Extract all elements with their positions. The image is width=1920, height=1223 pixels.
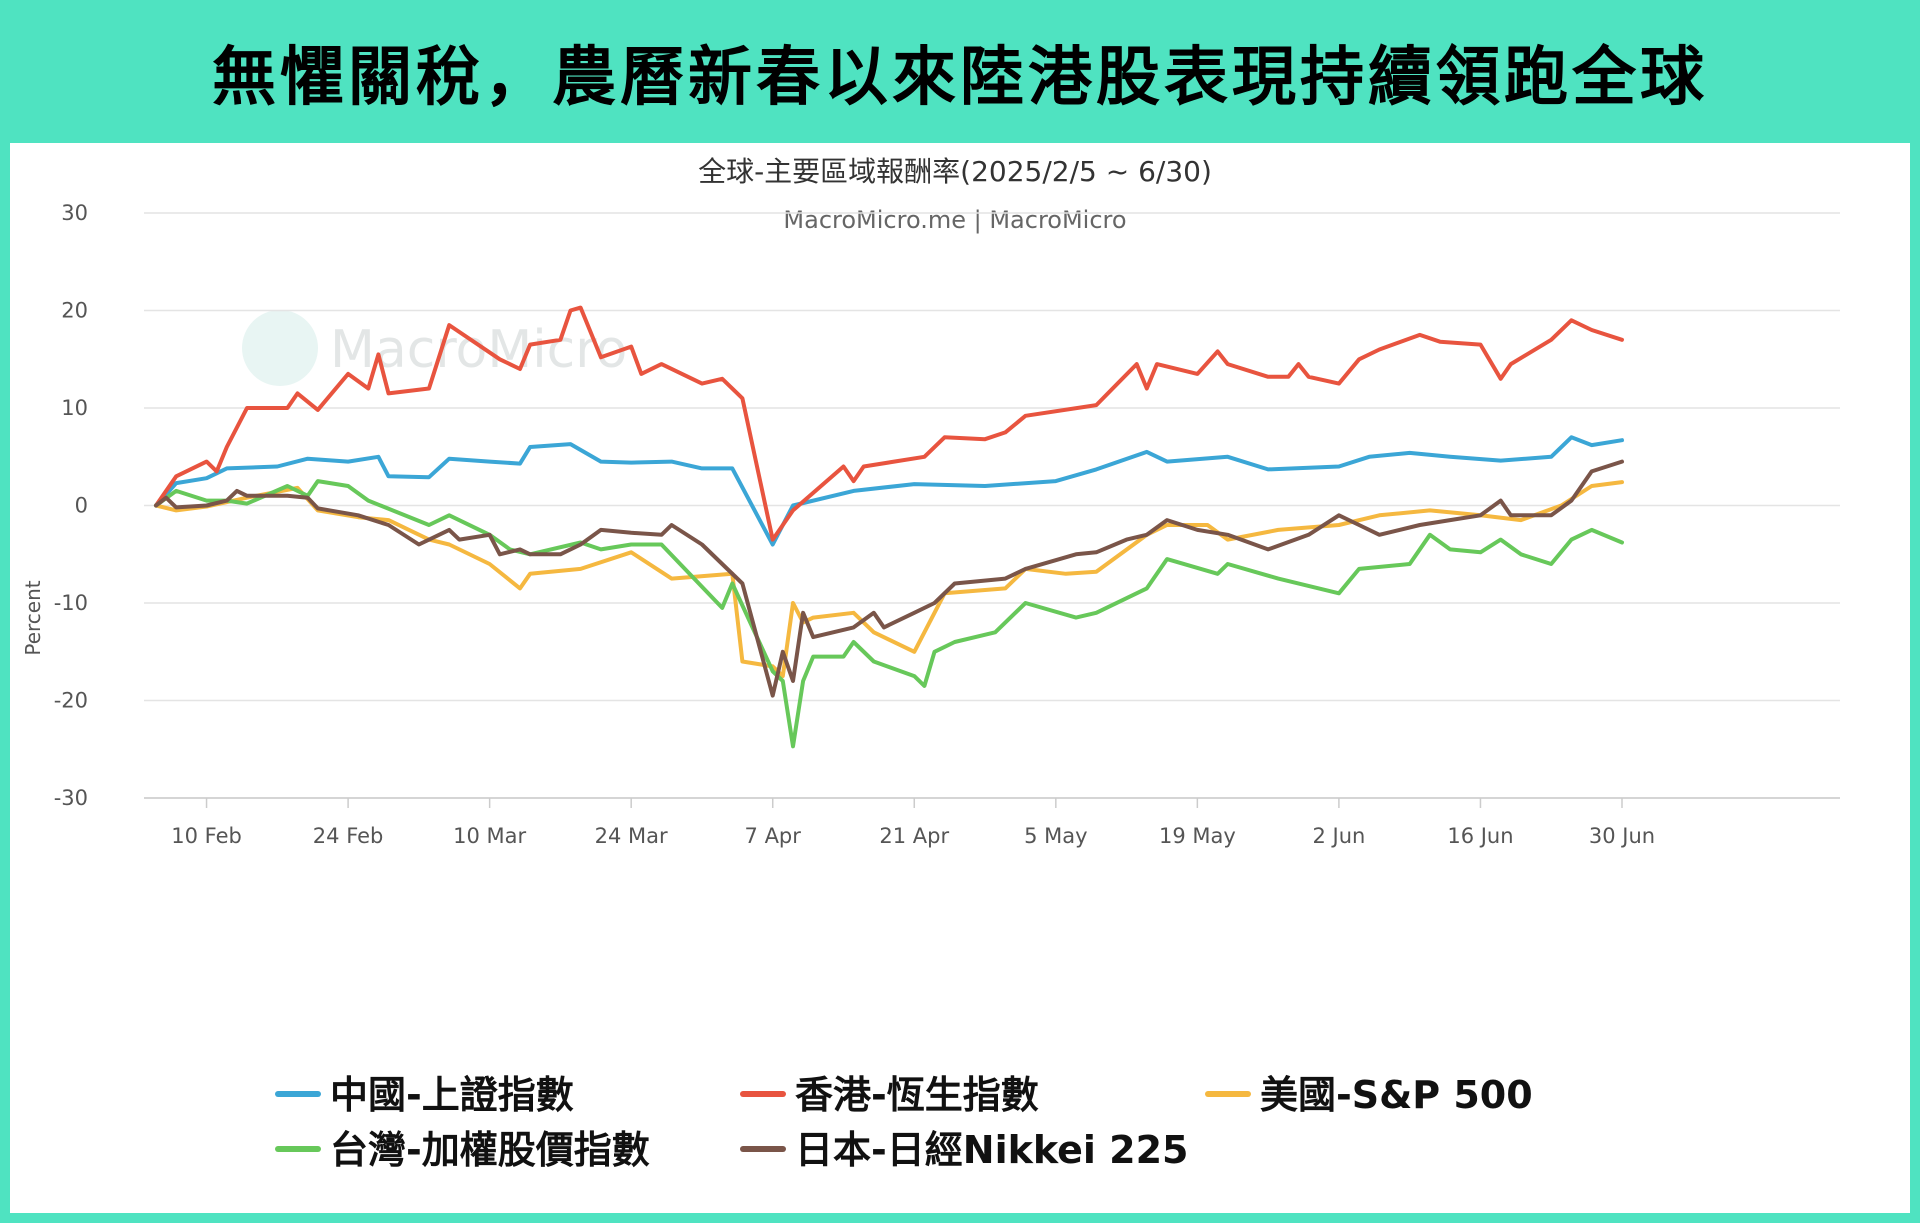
- y-tick-label: -10: [54, 591, 88, 615]
- y-tick-label: -30: [54, 786, 88, 810]
- chart-subtitle: MacroMicro.me | MacroMicro: [783, 206, 1126, 234]
- legend-label[interactable]: 日本-日經Nikkei 225: [795, 1128, 1188, 1172]
- legend-label[interactable]: 美國-S&P 500: [1260, 1073, 1533, 1117]
- x-tick-label: 10 Feb: [171, 824, 242, 848]
- chart-panel: 全球-主要區域報酬率(2025/2/5 ~ 6/30) MacroMicro.m…: [10, 143, 1910, 1213]
- banner: 無懼關稅，農曆新春以來陸港股表現持續領跑全球: [0, 0, 1920, 143]
- x-tick-label: 5 May: [1024, 824, 1087, 848]
- y-tick-label: 30: [61, 201, 88, 225]
- series-line-3: [156, 482, 1622, 676]
- x-tick-label: 16 Jun: [1447, 824, 1513, 848]
- x-tick-label: 24 Feb: [313, 824, 384, 848]
- y-tick-label: 20: [61, 299, 88, 323]
- banner-title: 無懼關稅，農曆新春以來陸港股表現持續領跑全球: [212, 26, 1708, 118]
- chart-title: 全球-主要區域報酬率(2025/2/5 ~ 6/30): [698, 155, 1212, 188]
- x-tick-label: 30 Jun: [1589, 824, 1655, 848]
- legend-label[interactable]: 台灣-加權股價指數: [330, 1128, 650, 1172]
- grid: [144, 213, 1840, 798]
- legend-label[interactable]: 中國-上證指數: [330, 1073, 574, 1117]
- y-axis: 30 20 10 0 -10 -20 -30: [54, 201, 88, 810]
- y-tick-label: 0: [75, 494, 88, 518]
- x-tick-label: 21 Apr: [879, 824, 949, 848]
- y-tick-label: 10: [61, 396, 88, 420]
- x-tick-label: 7 Apr: [745, 824, 802, 848]
- x-tick-label: 19 May: [1159, 824, 1236, 848]
- x-tick-label: 2 Jun: [1312, 824, 1365, 848]
- series-line-5: [156, 462, 1622, 696]
- x-tick-label: 24 Mar: [595, 824, 668, 848]
- watermark-logo-icon: [242, 310, 318, 386]
- y-axis-label: Percent: [21, 580, 45, 655]
- line-chart: 全球-主要區域報酬率(2025/2/5 ~ 6/30) MacroMicro.m…: [10, 143, 1910, 1213]
- x-axis: 10 Feb 24 Feb 10 Mar 24 Mar 7 Apr 21 Apr 5 May…: [144, 798, 1840, 848]
- legend: 中國-上證指數 香港-恆生指數 美國-S&P 500 台灣-加權股價指數 日本-日經Ni…: [278, 1073, 1533, 1172]
- y-tick-label: -20: [54, 689, 88, 713]
- legend-label[interactable]: 香港-恆生指數: [795, 1073, 1039, 1117]
- x-tick-label: 10 Mar: [453, 824, 526, 848]
